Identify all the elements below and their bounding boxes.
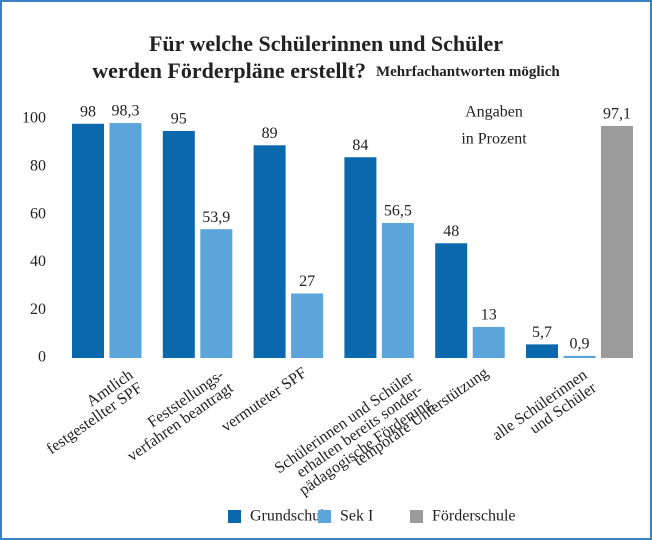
y-tick-label: 20 [30, 301, 46, 318]
y-tick-label: 60 [30, 205, 46, 222]
value-label: 84 [352, 137, 368, 154]
y-tick-label: 100 [22, 110, 46, 127]
legend-label: Sek I [340, 508, 373, 525]
legend-swatch [228, 510, 241, 523]
legend-label: Förderschule [432, 508, 516, 525]
chart-title: werden Förderpläne erstellt? [92, 58, 366, 83]
bar [253, 145, 286, 358]
legend-swatch [318, 510, 331, 523]
bar [109, 123, 142, 358]
y-tick-label: 40 [30, 253, 46, 270]
value-label: 98 [80, 103, 96, 120]
legend-swatch [410, 510, 423, 523]
annotation: in Prozent [461, 131, 527, 148]
annotation: Angaben [465, 104, 523, 121]
chart-title: Für welche Schülerinnen und Schüler [149, 31, 503, 56]
value-label: 5,7 [532, 324, 552, 341]
value-label: 97,1 [603, 106, 631, 123]
value-label: 13 [481, 307, 497, 324]
y-tick-label: 0 [38, 349, 46, 366]
bar [601, 125, 633, 358]
bar [200, 229, 233, 358]
bar [435, 243, 468, 358]
bar [381, 222, 414, 358]
bar [162, 130, 195, 358]
value-label: 48 [443, 223, 459, 240]
value-label: 53,9 [202, 209, 230, 226]
value-label: 98,3 [112, 103, 140, 120]
chart-subtitle: Mehrfachantworten möglich [376, 64, 560, 80]
bar [72, 123, 104, 358]
value-label: 95 [171, 111, 187, 128]
bar [472, 326, 505, 358]
bar [291, 293, 324, 358]
y-tick-label: 80 [30, 157, 46, 174]
title-line: werden Förderpläne erstellt? Mehrfachant… [92, 58, 560, 83]
value-label: 89 [262, 125, 278, 142]
bar [563, 355, 596, 358]
bar [344, 157, 377, 358]
value-label: 0,9 [570, 336, 590, 353]
value-label: 27 [299, 273, 315, 290]
bar [526, 344, 558, 358]
legend-label: Grundschule [250, 508, 332, 525]
value-label: 56,5 [384, 203, 412, 220]
